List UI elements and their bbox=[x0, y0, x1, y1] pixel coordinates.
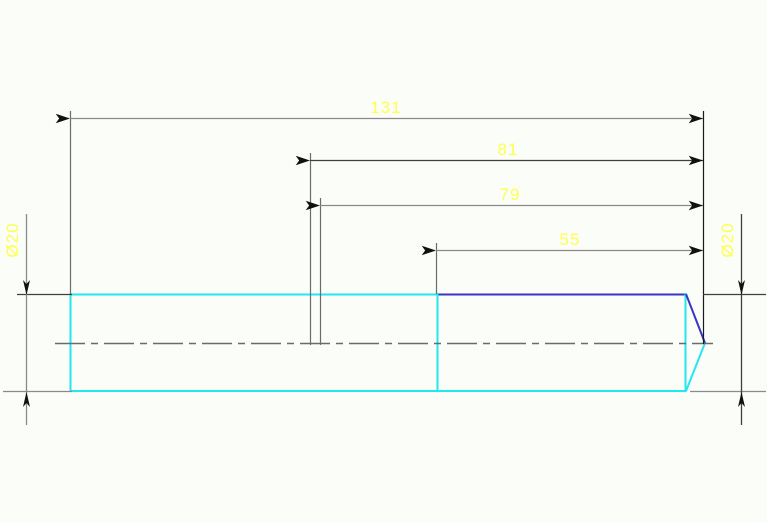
part-outline bbox=[69, 293, 706, 392]
dimension-lines-vertical bbox=[23, 214, 745, 425]
dimension-label-55: 55 bbox=[560, 230, 581, 249]
dimension-label-131: 131 bbox=[370, 98, 401, 117]
dimension-label-81: 81 bbox=[498, 140, 519, 159]
dimension-label-diameter-right: Ø20 bbox=[718, 222, 737, 257]
dimension-label-diameter-left: Ø20 bbox=[3, 222, 22, 257]
arrowhead-dia-left-top bbox=[23, 280, 30, 295]
dimension-label-79: 79 bbox=[500, 185, 521, 204]
extension-lines bbox=[3, 111, 766, 393]
arrowhead-dia-left-bottom bbox=[23, 392, 30, 407]
part-chamfer-bottom bbox=[685, 342, 706, 392]
dimension-lines-horizontal bbox=[55, 113, 703, 256]
arrowhead-dia-right-top bbox=[738, 280, 745, 295]
part-chamfer-top bbox=[685, 293, 706, 344]
dimension-labels: 131 81 79 55 Ø20 Ø20 bbox=[3, 98, 737, 258]
arrowhead-dia-right-bottom bbox=[738, 392, 745, 407]
